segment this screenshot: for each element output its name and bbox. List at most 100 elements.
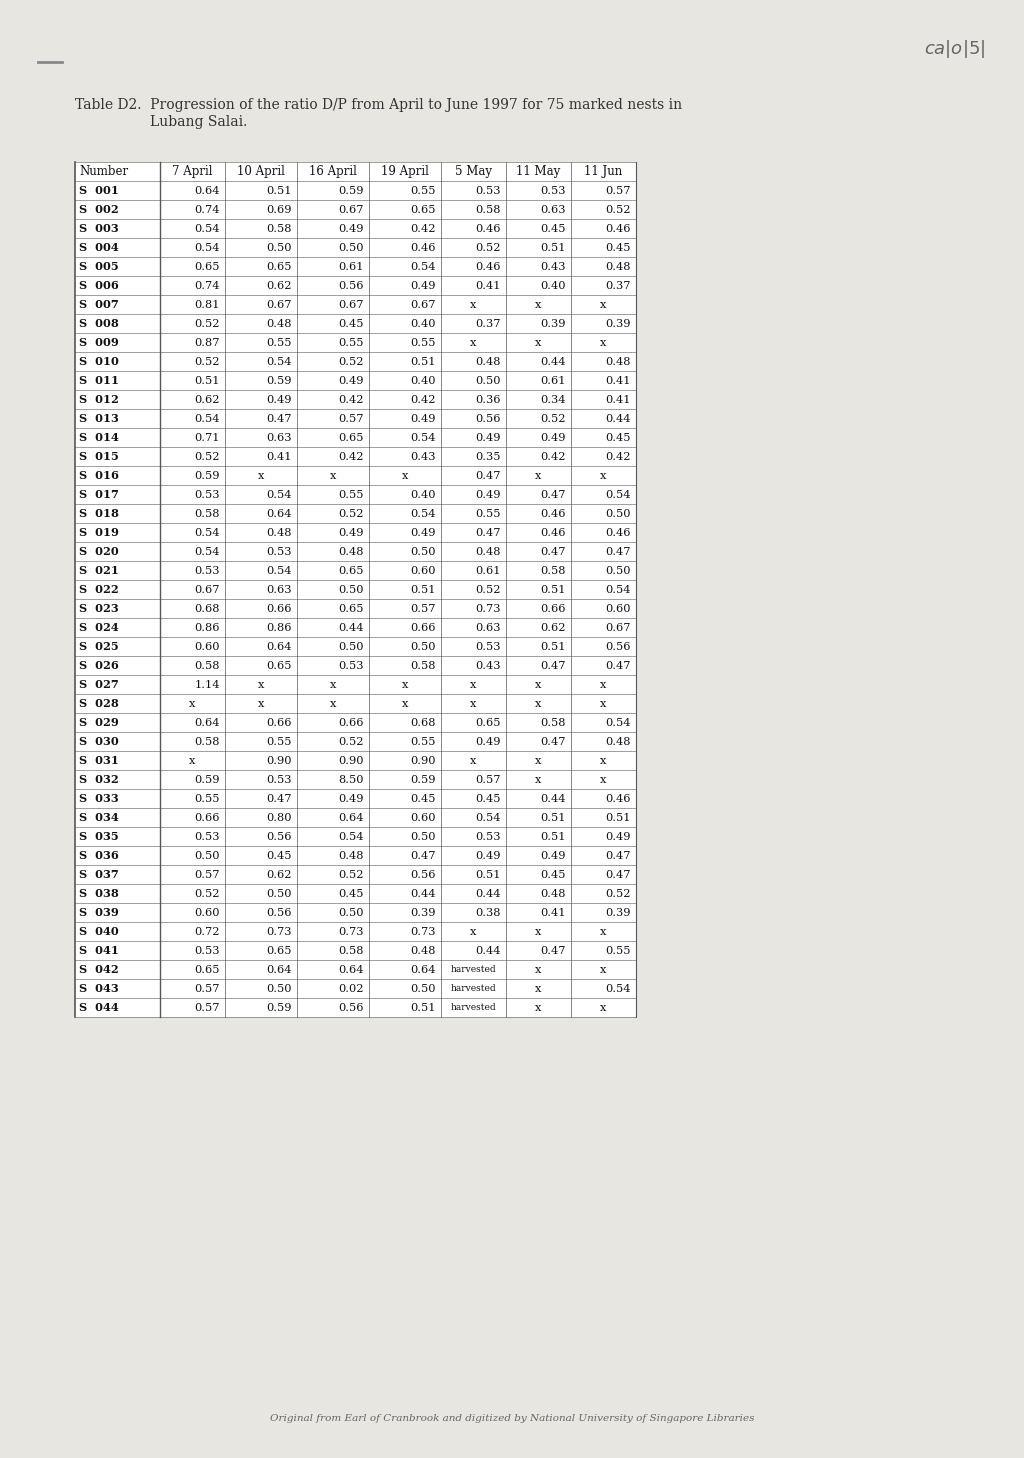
Text: 0.50: 0.50: [339, 585, 364, 595]
Text: 0.53: 0.53: [195, 945, 220, 955]
Text: 0.46: 0.46: [411, 242, 436, 252]
Text: 0.64: 0.64: [339, 812, 364, 822]
Text: S  039: S 039: [79, 907, 119, 919]
Text: 0.55: 0.55: [605, 945, 631, 955]
Text: 0.45: 0.45: [339, 318, 364, 328]
Text: 0.52: 0.52: [605, 204, 631, 214]
Text: 0.86: 0.86: [266, 623, 292, 633]
Text: 0.54: 0.54: [266, 490, 292, 500]
Text: 0.46: 0.46: [475, 223, 501, 233]
Text: 0.61: 0.61: [541, 376, 566, 385]
Bar: [75, 694, 636, 713]
Text: 0.50: 0.50: [266, 984, 292, 993]
Text: 0.47: 0.47: [541, 490, 566, 500]
Text: 0.49: 0.49: [475, 736, 501, 746]
Text: 0.66: 0.66: [339, 717, 364, 728]
Text: 0.46: 0.46: [475, 261, 501, 271]
Text: 0.57: 0.57: [195, 1003, 220, 1012]
Bar: [75, 200, 636, 219]
Text: 0.64: 0.64: [195, 717, 220, 728]
Text: 0.58: 0.58: [195, 660, 220, 671]
Text: 8.50: 8.50: [339, 774, 364, 784]
Text: 0.53: 0.53: [475, 185, 501, 195]
Text: 0.50: 0.50: [411, 642, 436, 652]
Text: 0.55: 0.55: [266, 337, 292, 347]
Text: 0.56: 0.56: [475, 414, 501, 423]
Text: 0.45: 0.45: [605, 242, 631, 252]
Text: S  019: S 019: [79, 526, 119, 538]
Text: 0.47: 0.47: [541, 547, 566, 557]
Text: 0.52: 0.52: [541, 414, 566, 423]
Text: Original from Earl of Cranbrook and digitized by National University of Singapor: Original from Earl of Cranbrook and digi…: [269, 1414, 755, 1423]
Text: 0.47: 0.47: [411, 850, 436, 860]
Text: 0.47: 0.47: [475, 528, 501, 538]
Text: 0.48: 0.48: [411, 945, 436, 955]
Bar: [75, 789, 636, 808]
Text: 0.50: 0.50: [605, 566, 631, 576]
Text: 0.49: 0.49: [339, 223, 364, 233]
Text: x: x: [470, 755, 477, 765]
Text: 0.66: 0.66: [541, 604, 566, 614]
Text: 0.66: 0.66: [266, 604, 292, 614]
Text: 0.44: 0.44: [541, 357, 566, 366]
Text: 0.51: 0.51: [411, 585, 436, 595]
Text: S  004: S 004: [79, 242, 119, 254]
Text: S  023: S 023: [79, 604, 119, 614]
Text: harvested: harvested: [451, 984, 497, 993]
Text: 0.55: 0.55: [411, 736, 436, 746]
Text: 0.41: 0.41: [605, 376, 631, 385]
Text: x: x: [600, 299, 606, 309]
Text: 0.67: 0.67: [339, 299, 364, 309]
Text: 0.36: 0.36: [475, 395, 501, 404]
Text: 0.52: 0.52: [339, 509, 364, 519]
Text: 0.50: 0.50: [339, 242, 364, 252]
Text: 0.44: 0.44: [541, 793, 566, 803]
Text: S  024: S 024: [79, 623, 119, 633]
Text: 0.59: 0.59: [195, 774, 220, 784]
Text: S  021: S 021: [79, 566, 119, 576]
Text: $\mathit{ca|o|5|}$: $\mathit{ca|o|5|}$: [924, 38, 985, 60]
Text: 0.52: 0.52: [195, 888, 220, 898]
Text: 0.66: 0.66: [266, 717, 292, 728]
Text: 0.60: 0.60: [195, 907, 220, 917]
Text: S  037: S 037: [79, 869, 119, 881]
Text: 0.47: 0.47: [266, 414, 292, 423]
Bar: [75, 523, 636, 542]
Text: 0.44: 0.44: [339, 623, 364, 633]
Text: S  010: S 010: [79, 356, 119, 367]
Text: 0.58: 0.58: [541, 566, 566, 576]
Text: S  042: S 042: [79, 964, 119, 975]
Text: 0.02: 0.02: [339, 984, 364, 993]
Text: 0.51: 0.51: [541, 812, 566, 822]
Text: 0.63: 0.63: [541, 204, 566, 214]
Text: 0.50: 0.50: [475, 376, 501, 385]
Text: S  012: S 012: [79, 394, 119, 405]
Text: 0.45: 0.45: [475, 793, 501, 803]
Text: 0.50: 0.50: [339, 907, 364, 917]
Text: 0.74: 0.74: [195, 204, 220, 214]
Text: 0.52: 0.52: [605, 888, 631, 898]
Text: S  007: S 007: [79, 299, 119, 311]
Bar: [75, 846, 636, 865]
Text: 0.62: 0.62: [541, 623, 566, 633]
Text: 0.49: 0.49: [411, 528, 436, 538]
Text: S  018: S 018: [79, 507, 119, 519]
Bar: [75, 486, 636, 504]
Text: 0.42: 0.42: [339, 452, 364, 462]
Text: 0.67: 0.67: [195, 585, 220, 595]
Text: 0.56: 0.56: [339, 1003, 364, 1012]
Text: 0.51: 0.51: [411, 1003, 436, 1012]
Text: 0.54: 0.54: [605, 717, 631, 728]
Text: S  026: S 026: [79, 660, 119, 671]
Text: S  013: S 013: [79, 413, 119, 424]
Bar: [75, 257, 636, 276]
Text: 0.37: 0.37: [605, 280, 631, 290]
Text: 0.57: 0.57: [411, 604, 436, 614]
Text: 0.65: 0.65: [195, 965, 220, 974]
Text: 0.49: 0.49: [339, 376, 364, 385]
Text: 0.59: 0.59: [195, 471, 220, 481]
Text: S  002: S 002: [79, 204, 119, 214]
Text: 0.62: 0.62: [266, 869, 292, 879]
Bar: [75, 656, 636, 675]
Text: 0.48: 0.48: [475, 357, 501, 366]
